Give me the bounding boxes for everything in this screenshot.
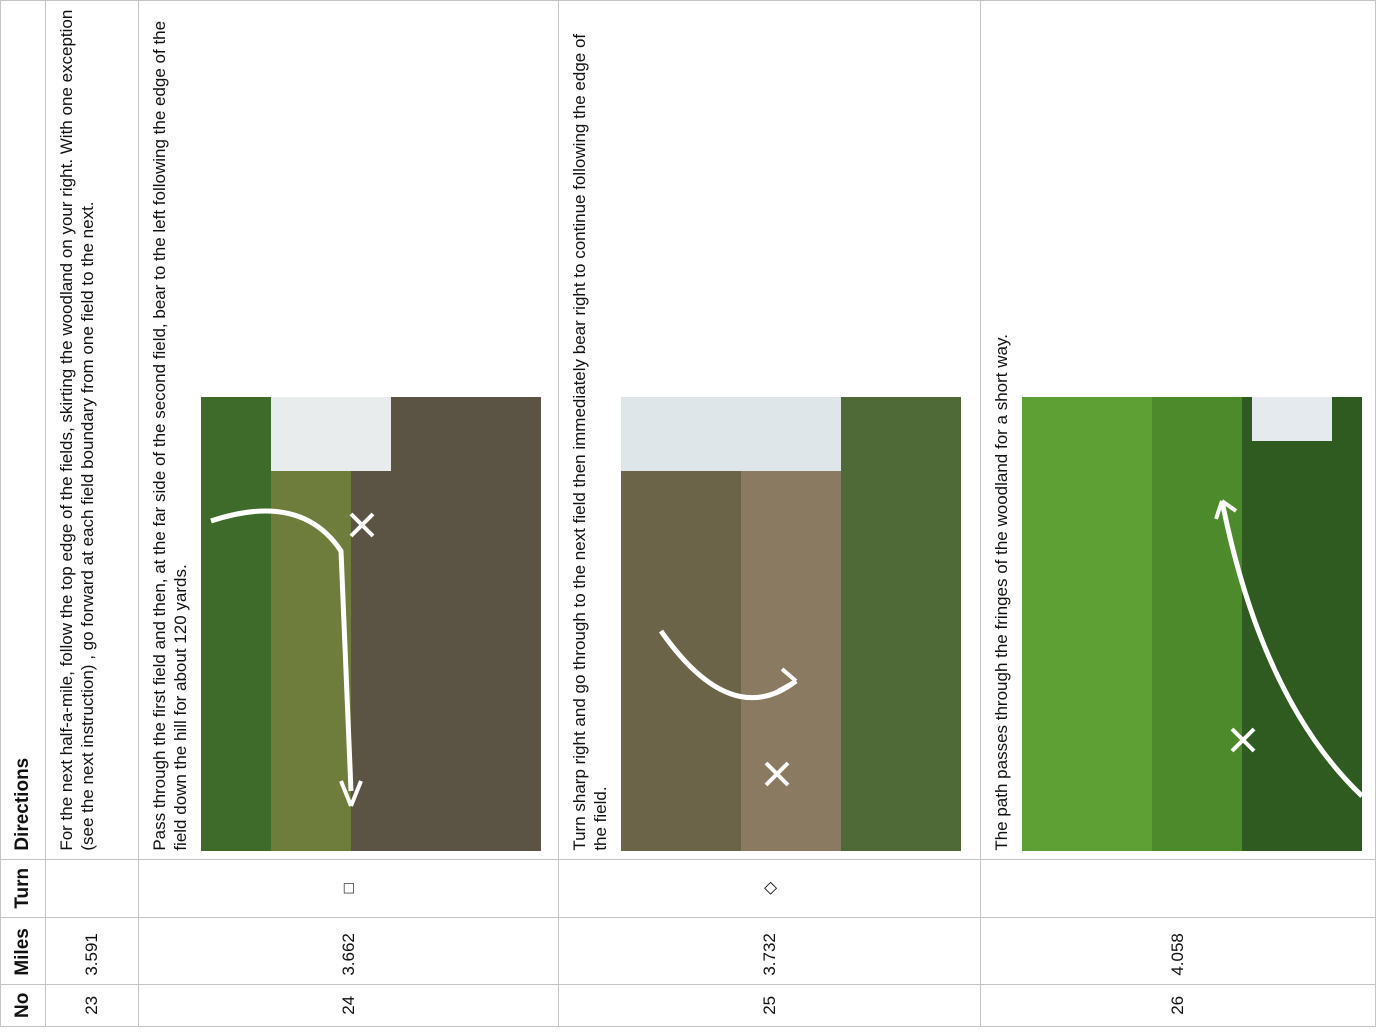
header-miles: Miles (0, 917, 46, 985)
directions: Turn sharp right and go through to the n… (558, 0, 981, 860)
directions-text: Pass through the first field and then, a… (150, 20, 190, 851)
header-turn: Turn (0, 859, 46, 918)
directions-text: For the next half-a-mile, follow the top… (57, 9, 97, 851)
photo (201, 396, 541, 851)
no: 26 (980, 984, 1376, 1027)
miles: 3.591 (45, 917, 139, 985)
turn (45, 859, 139, 918)
photo (621, 396, 961, 851)
miles: 3.732 (558, 917, 981, 985)
directions-text: Turn sharp right and go through to the n… (570, 33, 610, 851)
directions: Pass through the first field and then, a… (138, 0, 559, 860)
no: 25 (558, 984, 981, 1027)
turn (980, 859, 1376, 918)
row: 24 3.662 □ Pass through the first field … (138, 0, 559, 1027)
row: 26 4.058 The path passes through the fri… (980, 0, 1376, 1027)
no: 23 (45, 984, 139, 1027)
photo (1022, 396, 1362, 851)
miles: 3.662 (138, 917, 559, 985)
turn: □ (138, 859, 559, 918)
turn: ◇ (558, 859, 981, 918)
directions-text: The path passes through the fringes of t… (992, 334, 1011, 851)
header-no: No (0, 984, 46, 1027)
header-directions: Directions (0, 0, 46, 860)
directions: The path passes through the fringes of t… (980, 0, 1376, 860)
header-row: No Miles Turn Directions (0, 0, 46, 1027)
directions: For the next half-a-mile, follow the top… (45, 0, 139, 860)
miles: 4.058 (980, 917, 1376, 985)
row: 25 3.732 ◇ Turn sharp right and go throu… (558, 0, 981, 1027)
no: 24 (138, 984, 559, 1027)
row: 23 3.591 For the next half-a-mile, follo… (45, 0, 139, 1027)
